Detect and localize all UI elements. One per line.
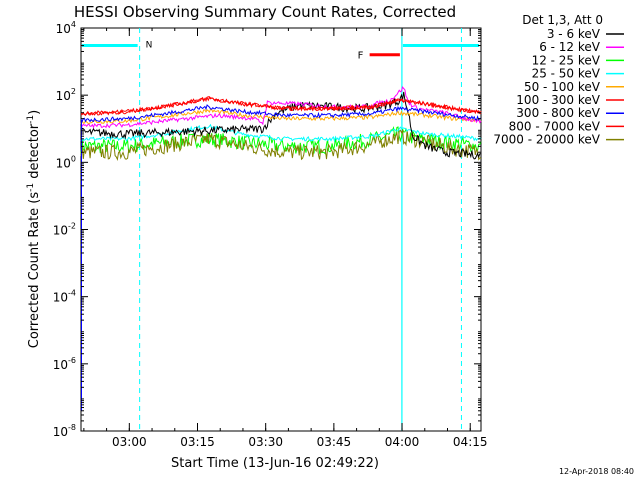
y-tick-label: 100 [56, 154, 76, 170]
flare-label: F [358, 51, 364, 62]
x-axis: 03:00 03:15 03:30 03:45 04:00 04:15 [83, 28, 488, 449]
series-line-7000to20000keV [80, 129, 482, 161]
annotation-layer: NF [82, 28, 479, 431]
y-axis-label-mid: detector [27, 123, 42, 183]
footer-timestamp: 12-Apr-2018 08:40 [559, 467, 634, 476]
x-tick-label: 04:00 [385, 435, 420, 449]
x-tick-label: 03:00 [112, 435, 147, 449]
y-tick-base: 10 [53, 425, 68, 439]
y-tick-exp: -6 [68, 356, 76, 365]
legend-label: 7000 - 20000 keV [493, 133, 600, 147]
y-tick-base: 10 [53, 224, 68, 238]
y-tick-exp: -4 [68, 289, 76, 298]
chart-title: HESSI Observing Summary Count Rates, Cor… [74, 3, 456, 21]
night-label: N [146, 41, 153, 51]
legend-label: 12 - 25 keV [532, 53, 601, 67]
x-axis-label: Start Time (13-Jun-16 02:49:22) [171, 456, 379, 471]
y-axis-label: Corrected Count Rate (s-1 detector-1) [26, 110, 42, 348]
legend-label: 50 - 100 keV [524, 80, 601, 94]
y-axis-label-main: Corrected Count Rate (s [27, 192, 42, 349]
legend-label: 25 - 50 keV [532, 67, 601, 81]
y-axis-label-sup1: -1 [26, 183, 36, 192]
y-tick-base: 10 [56, 156, 71, 170]
y-tick-base: 10 [53, 358, 68, 372]
y-tick-exp: 0 [71, 154, 76, 163]
y-tick-base: 10 [56, 22, 71, 36]
legend-label: 100 - 300 keV [516, 93, 600, 107]
legend-title: Det 1,3, Att 0 [522, 13, 603, 27]
series-line-100to300keV [80, 96, 482, 116]
y-tick-label: 104 [56, 20, 76, 36]
series-line-6to12keV [80, 86, 482, 129]
legend-label: 800 - 7000 keV [509, 119, 601, 133]
y-tick-base: 10 [56, 89, 71, 103]
series-line-25to50keV [80, 123, 482, 143]
y-tick-label: 10-8 [53, 423, 76, 439]
y-tick-label: 10-6 [53, 356, 76, 372]
y-tick-label: 102 [56, 87, 76, 103]
y-tick-label: 10-2 [53, 222, 76, 238]
y-tick-label: 10-4 [53, 289, 76, 305]
legend-label: 300 - 800 keV [516, 106, 600, 120]
y-tick-exp: 2 [71, 87, 76, 96]
legend-label: 6 - 12 keV [539, 40, 601, 54]
x-tick-label: 03:45 [317, 435, 352, 449]
series-line-800to7000keV [80, 96, 482, 116]
series-layer [80, 86, 482, 411]
x-tick-label: 04:15 [453, 435, 488, 449]
x-tick-label: 03:15 [180, 435, 215, 449]
y-tick-exp: 4 [71, 20, 76, 29]
series-line-300to800keV [80, 104, 482, 123]
x-tick-label: 03:30 [248, 435, 283, 449]
y-tick-exp: -2 [68, 222, 76, 231]
series-line-3to6keV [80, 91, 481, 160]
legend-label: 3 - 6 keV [547, 27, 601, 41]
series-line-50to100keV [80, 108, 482, 125]
y-tick-base: 10 [53, 291, 68, 305]
plot-area: NF [80, 27, 482, 432]
y-axis-label-sup2: -1 [26, 115, 36, 124]
y-axis-label-end: ) [27, 110, 42, 115]
plot-frame [80, 27, 482, 432]
y-tick-exp: -8 [68, 423, 76, 432]
